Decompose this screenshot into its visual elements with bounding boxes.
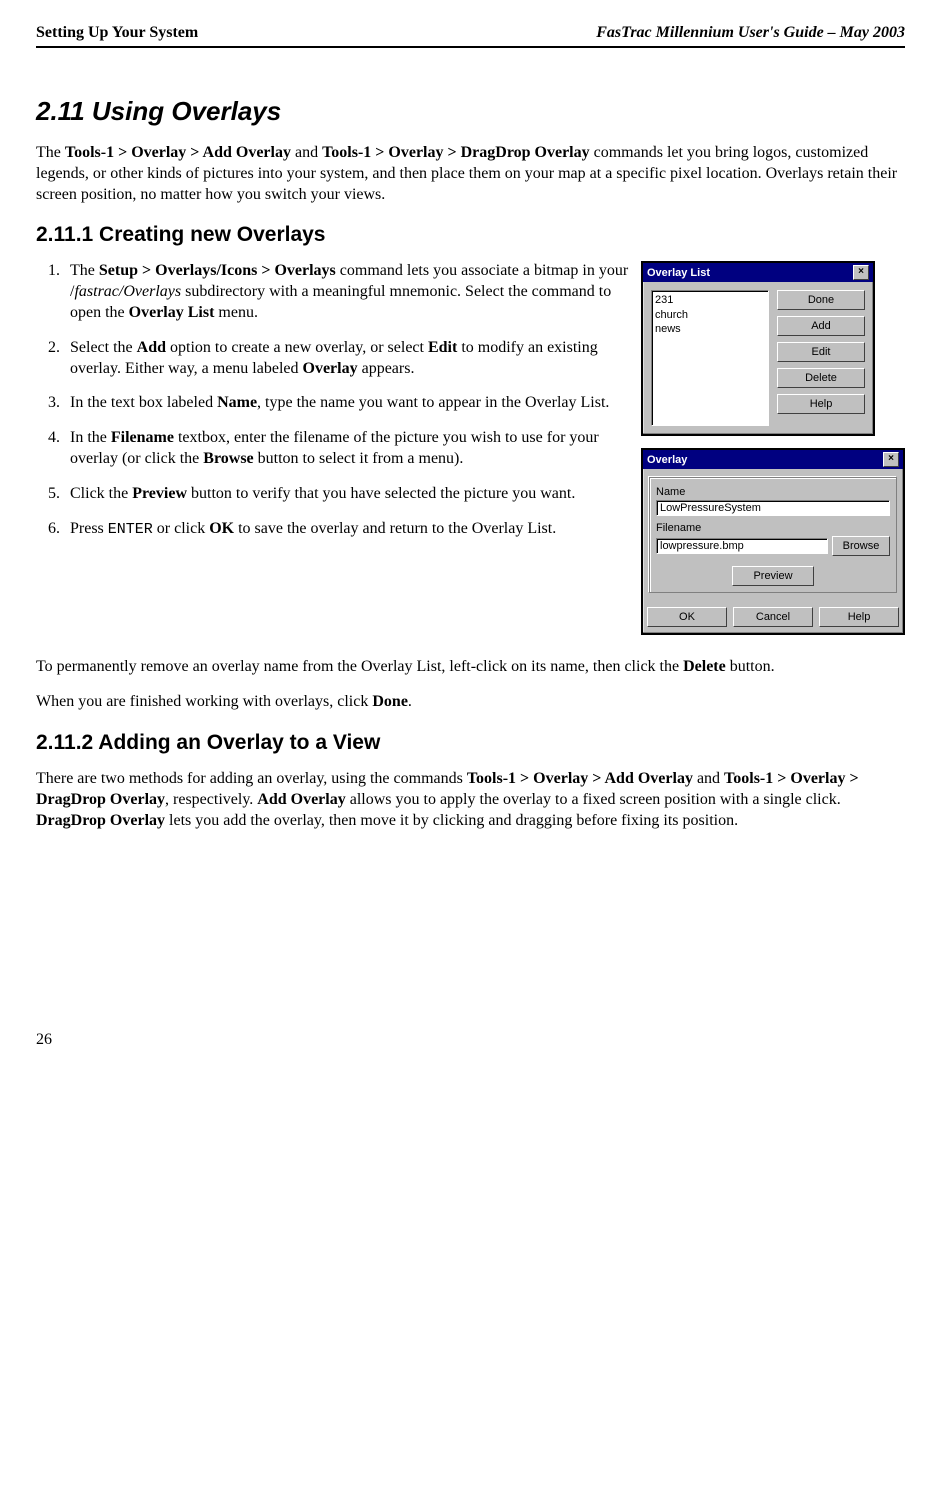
help-button[interactable]: Help — [777, 394, 865, 414]
ok-button[interactable]: OK — [647, 607, 727, 627]
edit-button[interactable]: Edit — [777, 342, 865, 362]
delete-button[interactable]: Delete — [777, 368, 865, 388]
delete-paragraph: To permanently remove an overlay name fr… — [36, 657, 905, 678]
help-button[interactable]: Help — [819, 607, 899, 627]
list-item[interactable]: 231 — [655, 293, 765, 307]
screenshots-column: Overlay List × 231 church news Done Add … — [641, 261, 905, 647]
header-rule — [36, 46, 905, 48]
page-number: 26 — [36, 1031, 905, 1049]
list-item[interactable]: church — [655, 308, 765, 322]
name-input[interactable]: LowPressureSystem — [656, 500, 890, 516]
section-heading: 2.11 Using Overlays — [36, 96, 905, 127]
done-paragraph: When you are finished working with overl… — [36, 692, 905, 713]
adding-paragraph: There are two methods for adding an over… — [36, 769, 905, 831]
overlay-title: Overlay — [647, 454, 687, 466]
overlay-dialog: Overlay × Name LowPressureSystem Filenam… — [641, 448, 905, 635]
overlay-list-dialog: Overlay List × 231 church news Done Add … — [641, 261, 875, 436]
name-label: Name — [656, 486, 890, 498]
page-header: Setting Up Your System FasTrac Millenniu… — [36, 24, 905, 42]
overlay-titlebar[interactable]: Overlay × — [643, 450, 903, 469]
header-right: FasTrac Millennium User's Guide – May 20… — [596, 24, 905, 42]
filename-input[interactable]: lowpressure.bmp — [656, 538, 828, 554]
browse-button[interactable]: Browse — [832, 536, 890, 556]
list-item[interactable]: news — [655, 322, 765, 336]
filename-label: Filename — [656, 522, 890, 534]
cancel-button[interactable]: Cancel — [733, 607, 813, 627]
overlay-list-title: Overlay List — [647, 267, 710, 279]
preview-button[interactable]: Preview — [732, 566, 813, 586]
add-button[interactable]: Add — [777, 316, 865, 336]
overlay-list-titlebar[interactable]: Overlay List × — [643, 263, 873, 282]
enter-key: ENTER — [108, 521, 153, 538]
done-button[interactable]: Done — [777, 290, 865, 310]
subsection-heading-creating: 2.11.1 Creating new Overlays — [36, 223, 905, 247]
close-icon[interactable]: × — [853, 265, 869, 280]
intro-paragraph: The Tools-1 > Overlay > Add Overlay and … — [36, 143, 905, 205]
close-icon[interactable]: × — [883, 452, 899, 467]
subsection-heading-adding: 2.11.2 Adding an Overlay to a View — [36, 731, 905, 755]
overlay-groupbox: Name LowPressureSystem Filename lowpress… — [649, 477, 897, 593]
header-left: Setting Up Your System — [36, 24, 198, 42]
overlay-listbox[interactable]: 231 church news — [651, 290, 769, 426]
